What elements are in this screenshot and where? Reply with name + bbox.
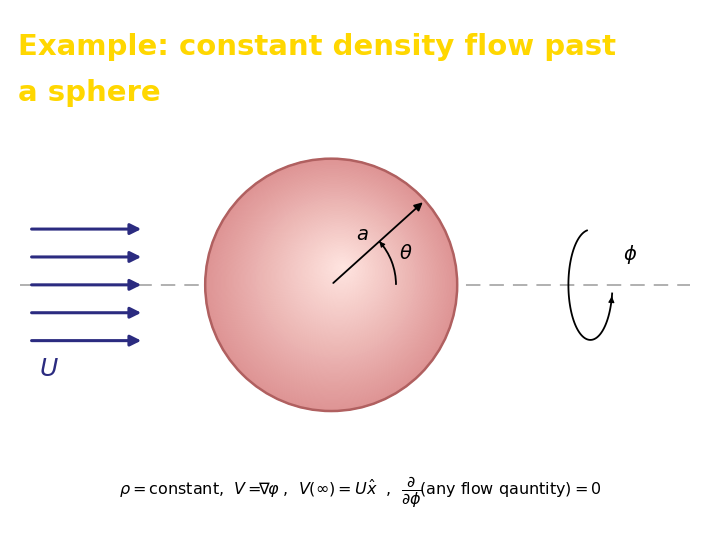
Ellipse shape xyxy=(321,249,361,291)
Ellipse shape xyxy=(267,207,406,346)
Ellipse shape xyxy=(319,248,363,292)
Ellipse shape xyxy=(238,184,430,377)
Ellipse shape xyxy=(255,198,416,359)
Ellipse shape xyxy=(253,197,418,361)
Ellipse shape xyxy=(323,251,360,288)
Ellipse shape xyxy=(241,187,427,373)
Ellipse shape xyxy=(295,229,383,318)
Ellipse shape xyxy=(215,167,449,400)
Text: $a$: $a$ xyxy=(356,225,369,244)
Ellipse shape xyxy=(292,226,386,321)
Ellipse shape xyxy=(324,252,359,287)
Ellipse shape xyxy=(297,231,382,315)
Ellipse shape xyxy=(312,242,369,299)
Ellipse shape xyxy=(304,236,376,308)
Ellipse shape xyxy=(269,208,405,345)
Ellipse shape xyxy=(329,256,355,281)
Ellipse shape xyxy=(340,264,346,271)
Text: $\phi$: $\phi$ xyxy=(623,244,637,266)
Ellipse shape xyxy=(326,253,357,285)
Ellipse shape xyxy=(236,183,431,379)
Ellipse shape xyxy=(307,239,373,305)
Ellipse shape xyxy=(289,225,387,323)
Ellipse shape xyxy=(207,160,456,409)
Ellipse shape xyxy=(219,170,446,396)
Ellipse shape xyxy=(271,210,403,342)
Ellipse shape xyxy=(212,164,451,404)
Ellipse shape xyxy=(233,180,434,382)
Ellipse shape xyxy=(276,214,399,337)
Ellipse shape xyxy=(221,171,444,395)
Ellipse shape xyxy=(333,259,352,278)
Ellipse shape xyxy=(272,211,402,341)
Ellipse shape xyxy=(315,245,366,296)
Ellipse shape xyxy=(226,175,440,389)
Ellipse shape xyxy=(245,190,424,369)
Ellipse shape xyxy=(266,206,408,348)
Ellipse shape xyxy=(243,188,426,372)
Ellipse shape xyxy=(217,168,447,399)
Ellipse shape xyxy=(314,244,367,298)
Ellipse shape xyxy=(235,181,433,380)
Ellipse shape xyxy=(318,247,364,294)
Ellipse shape xyxy=(288,224,389,325)
Ellipse shape xyxy=(287,222,390,326)
Ellipse shape xyxy=(264,205,409,350)
Ellipse shape xyxy=(293,228,384,319)
Ellipse shape xyxy=(309,240,372,303)
Text: $\mathit{U}$: $\mathit{U}$ xyxy=(39,356,59,381)
Ellipse shape xyxy=(336,261,349,274)
Ellipse shape xyxy=(300,233,379,312)
Ellipse shape xyxy=(274,213,400,339)
Ellipse shape xyxy=(298,232,380,314)
Ellipse shape xyxy=(341,266,345,268)
Ellipse shape xyxy=(252,195,419,362)
Ellipse shape xyxy=(228,176,438,388)
Ellipse shape xyxy=(246,191,423,368)
Ellipse shape xyxy=(222,172,443,393)
Ellipse shape xyxy=(214,165,450,402)
Ellipse shape xyxy=(257,199,415,357)
Text: $\theta$: $\theta$ xyxy=(399,244,413,262)
Ellipse shape xyxy=(231,179,436,384)
Text: a sphere: a sphere xyxy=(18,79,161,107)
Ellipse shape xyxy=(279,217,396,334)
Ellipse shape xyxy=(230,178,437,386)
Ellipse shape xyxy=(262,203,410,352)
Ellipse shape xyxy=(240,186,428,375)
Text: Example: constant density flow past: Example: constant density flow past xyxy=(18,32,616,60)
Ellipse shape xyxy=(209,161,454,408)
Ellipse shape xyxy=(328,255,356,283)
Ellipse shape xyxy=(261,202,412,353)
Ellipse shape xyxy=(335,260,351,276)
Ellipse shape xyxy=(281,218,395,332)
Ellipse shape xyxy=(258,200,413,355)
Ellipse shape xyxy=(338,263,348,272)
Ellipse shape xyxy=(302,234,377,310)
Ellipse shape xyxy=(305,237,374,307)
Ellipse shape xyxy=(331,258,354,279)
Ellipse shape xyxy=(283,219,393,330)
Ellipse shape xyxy=(284,221,392,328)
Ellipse shape xyxy=(248,192,422,366)
Ellipse shape xyxy=(310,241,370,301)
Text: $\rho = \mathrm{constant}$,  $V = \!\!\nabla\!\varphi$ ,  $V(\infty) = U\hat{x}$: $\rho = \mathrm{constant}$, $V = \!\!\na… xyxy=(119,475,601,510)
Ellipse shape xyxy=(224,173,441,391)
Ellipse shape xyxy=(250,194,420,364)
Ellipse shape xyxy=(210,163,453,406)
Ellipse shape xyxy=(278,215,397,335)
Ellipse shape xyxy=(205,159,457,411)
